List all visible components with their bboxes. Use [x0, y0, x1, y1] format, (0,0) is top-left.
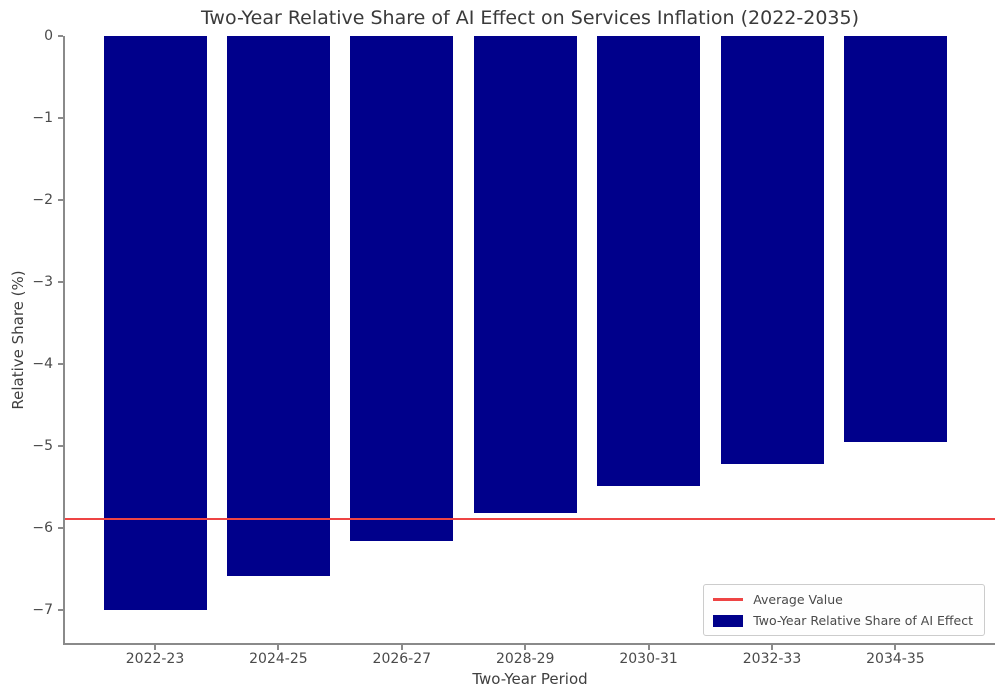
y-tick-mark [58, 281, 63, 284]
y-tick-label: −7 [32, 602, 53, 619]
average-value-line [65, 518, 995, 521]
y-tick-mark [58, 527, 63, 530]
plot-area: Average Value Two-Year Relative Share of … [63, 36, 995, 645]
x-tick-mark [400, 645, 403, 650]
x-tick-mark [771, 645, 773, 650]
y-tick-mark [58, 445, 63, 448]
x-tick-mark [277, 645, 280, 650]
y-tick-label: 0 [44, 28, 53, 44]
y-tick-mark [58, 117, 63, 120]
x-axis-spine [63, 643, 995, 645]
x-tick-label: 2030-31 [619, 651, 678, 667]
y-tick-label: −3 [32, 274, 53, 291]
y-tick-label: −5 [32, 438, 53, 455]
bar-2026-27 [350, 36, 454, 542]
legend-entry: Two-Year Relative Share of AI Effect [713, 613, 973, 628]
x-tick-label: 2024-25 [249, 651, 308, 667]
bar-2030-31 [597, 36, 701, 486]
y-tick-mark [58, 35, 63, 37]
y-axis-spine [63, 36, 65, 645]
legend-patch-swatch [713, 614, 744, 627]
legend-line-swatch [713, 598, 744, 601]
y-tick-label: −4 [32, 356, 53, 373]
x-tick-label: 2028-29 [495, 651, 555, 667]
bar-2022-23 [103, 36, 207, 611]
y-tick-label: −2 [32, 192, 53, 209]
chart-title: Two-Year Relative Share of AI Effect on … [200, 7, 860, 29]
y-tick-mark [58, 363, 63, 366]
x-tick-label: 2034-35 [866, 651, 925, 667]
legend-entry: Average Value [713, 592, 973, 607]
x-tick-mark [524, 645, 527, 650]
y-tick-mark [58, 199, 63, 202]
legend-label: Average Value [753, 592, 843, 607]
bar-2024-25 [226, 36, 330, 576]
x-axis-title: Two-Year Period [472, 670, 588, 688]
y-tick-mark [58, 609, 63, 612]
x-tick-mark [894, 645, 897, 650]
x-tick-label: 2032-33 [742, 651, 802, 667]
legend-label: Two-Year Relative Share of AI Effect [753, 613, 973, 628]
bar-2028-29 [473, 36, 577, 513]
x-tick-mark [154, 645, 156, 650]
x-tick-label: 2026-27 [372, 651, 432, 667]
bar-2034-35 [843, 36, 947, 443]
x-tick-label: 2022-23 [125, 651, 185, 667]
x-tick-mark [647, 645, 650, 650]
legend: Average Value Two-Year Relative Share of … [703, 584, 985, 636]
y-tick-label: −1 [32, 110, 53, 127]
y-tick-label: −6 [32, 520, 53, 537]
bar-2032-33 [720, 36, 824, 465]
